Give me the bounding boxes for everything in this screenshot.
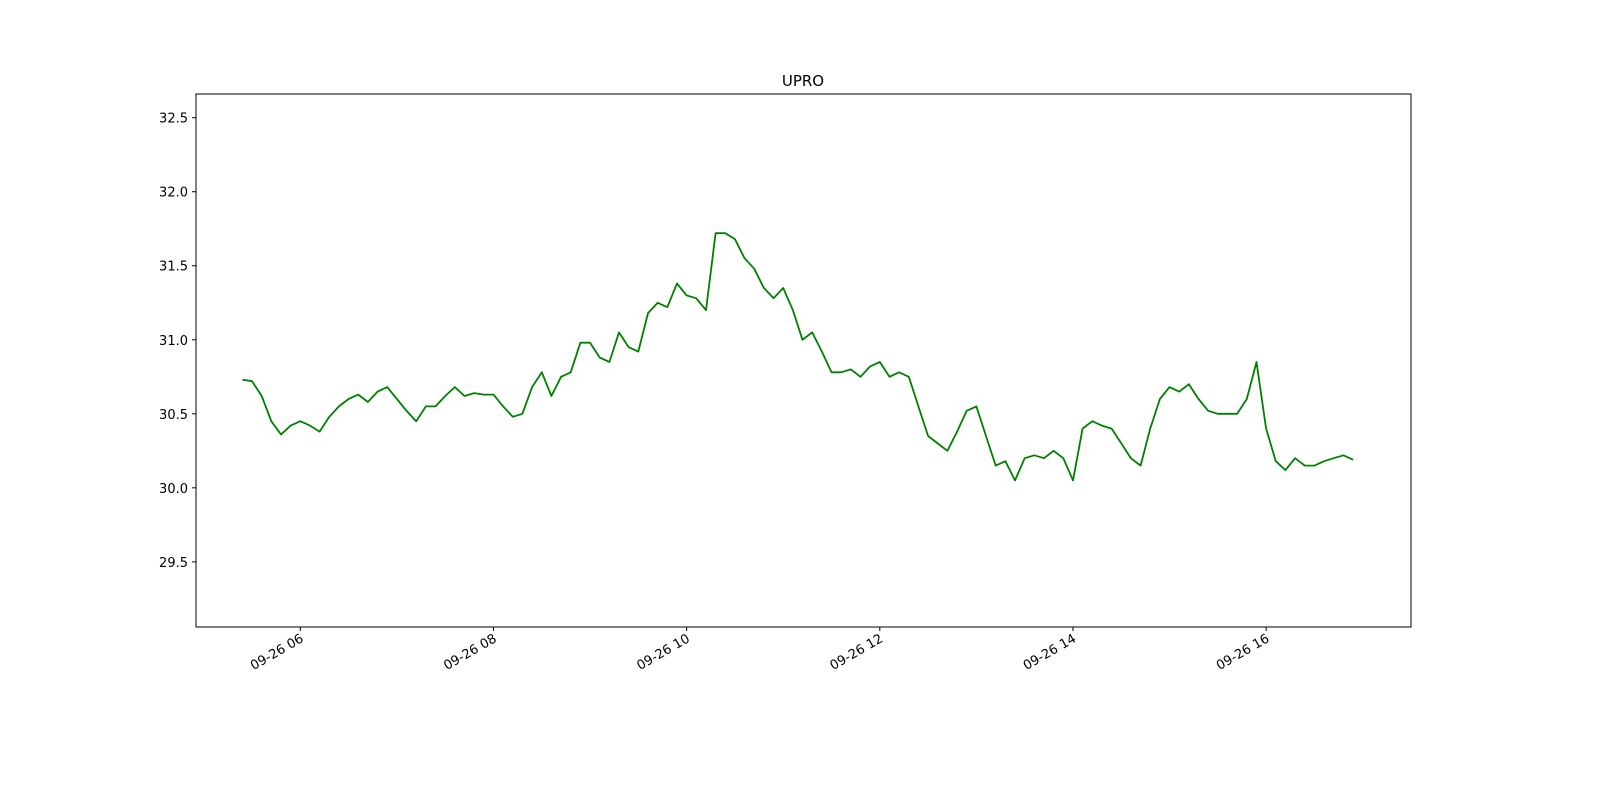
line-series	[242, 232, 1354, 482]
y-tick-label: 30.0	[159, 482, 188, 497]
y-tick-label: 31.5	[159, 260, 188, 275]
chart-title: UPRO	[782, 72, 824, 90]
y-tick-label: 30.5	[159, 408, 188, 423]
x-tick-label: 09-26 12	[828, 631, 886, 673]
plot-frame	[195, 93, 1412, 628]
x-tick-label: 09-26 16	[1214, 631, 1272, 673]
x-tick-label: 09-26 14	[1021, 631, 1079, 673]
y-tick-label: 32.0	[159, 186, 188, 201]
y-tick-label: 32.5	[159, 112, 188, 127]
x-tick-label: 09-26 06	[248, 631, 306, 673]
y-tick-label: 31.0	[159, 334, 188, 349]
x-tick-label: 09-26 10	[635, 631, 693, 673]
x-tick-label: 09-26 08	[441, 631, 499, 673]
y-tick-label: 29.5	[159, 556, 188, 571]
